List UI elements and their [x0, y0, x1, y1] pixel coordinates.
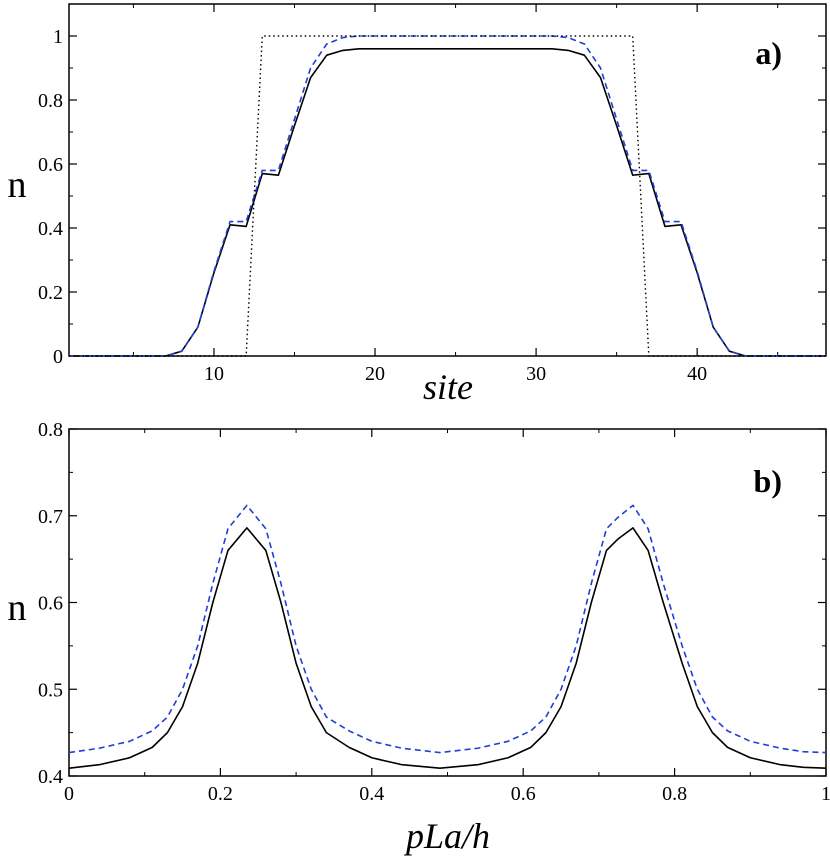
x-tick-label-a: 10: [204, 363, 224, 385]
panel-label-a: a): [755, 35, 782, 71]
series-dashed-line-a: [69, 35, 826, 357]
y-tick-label-a: 0.2: [38, 282, 63, 304]
x-axis-label-b: pLa/h: [403, 816, 490, 856]
panel-b: 0 0.2 0.4 0.6 0.8 1 0.4 0.5 0.6 0.7 0.8 n pLa/h b): [8, 419, 830, 856]
plot-frame-b: [68, 428, 827, 777]
y-tick-label-a: 0.6: [38, 154, 63, 176]
x-tick-label-b: 0.8: [662, 783, 687, 805]
panel-a: 10 20 30 40 0 0.2 0.4 0.6 0.8 1 n site a): [8, 3, 827, 407]
x-tick-label-a: 20: [365, 363, 385, 385]
y-tick-label-b: 0.8: [38, 419, 63, 441]
y-tick-label-a: 1: [53, 26, 63, 48]
x-tick-label-a: 40: [687, 363, 707, 385]
x-tick-label-b: 0.4: [359, 783, 384, 805]
x-tick-label-b: 0: [64, 783, 74, 805]
series-solid-line-a: [69, 47, 826, 357]
x-tick-label-b: 0.2: [208, 783, 233, 805]
y-axis-label-a: n: [8, 164, 27, 206]
panel-label-b: b): [754, 463, 782, 499]
series-solid-line-b: [68, 527, 827, 769]
y-tick-label-b: 0.7: [38, 506, 63, 528]
x-axis-label-a: site: [423, 367, 473, 407]
x-tick-label-b: 1: [821, 783, 830, 805]
y-axis-label-b: n: [8, 587, 27, 629]
series-dashed-line-b: [68, 504, 827, 754]
y-tick-label-b: 0.5: [38, 679, 63, 701]
y-tick-label-a: 0: [53, 346, 63, 368]
y-tick-label-b: 0.6: [38, 593, 63, 615]
y-tick-label-a: 0.4: [38, 218, 63, 240]
series-dotted-line-a: [69, 35, 826, 357]
x-tick-label-a: 30: [526, 363, 546, 385]
y-tick-label-b: 0.4: [38, 766, 63, 788]
y-tick-label-a: 0.8: [38, 90, 63, 112]
plot-frame-a: [68, 3, 827, 357]
x-tick-label-b: 0.6: [511, 783, 536, 805]
